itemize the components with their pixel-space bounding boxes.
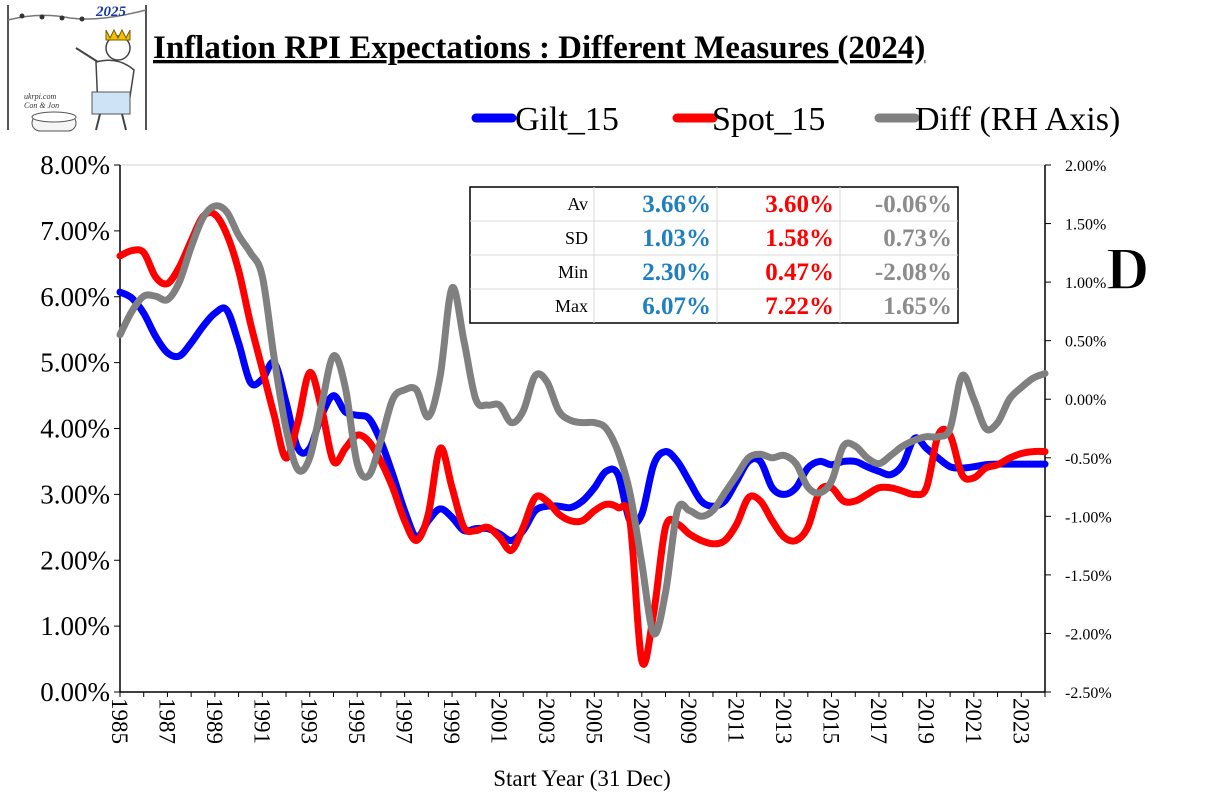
x-tick-label: 2017 xyxy=(866,698,891,744)
stats-row-label: SD xyxy=(565,228,588,248)
right-tick-label: -1.50% xyxy=(1065,568,1112,585)
logo-credit: Con & Jon xyxy=(24,101,59,110)
stats-row-label: Max xyxy=(555,296,588,316)
left-tick-label: 5.00% xyxy=(40,348,110,378)
right-tick-label: 0.50% xyxy=(1065,334,1106,351)
x-tick-label: 2015 xyxy=(819,698,844,744)
right-tick-label: 0.00% xyxy=(1065,392,1106,409)
x-tick-label: 1999 xyxy=(439,698,464,744)
x-tick-label: 1991 xyxy=(249,698,274,744)
series-line-gilt-15 xyxy=(116,288,1049,544)
panel-letter: D xyxy=(1106,236,1149,302)
stats-gilt-value: 2.30% xyxy=(642,259,711,286)
x-tick-label: 1987 xyxy=(154,698,179,744)
left-tick-label: 6.00% xyxy=(40,282,110,312)
stats-diff-value: -0.06% xyxy=(875,191,952,218)
right-tick-label: -2.00% xyxy=(1065,626,1112,643)
stats-gilt-value: 1.03% xyxy=(642,225,711,252)
x-tick-label: 2011 xyxy=(724,698,749,743)
legend-label: Diff (RH Axis) xyxy=(915,101,1120,138)
stats-gilt-value: 6.07% xyxy=(642,293,711,320)
legend-label: Gilt_15 xyxy=(515,101,619,138)
x-tick-label: 2009 xyxy=(676,698,701,744)
right-tick-label: -0.50% xyxy=(1065,451,1112,468)
stats-table: Av 3.66% 3.60% -0.06% SD 1.03% 1.58% 0.73% Min 2.… xyxy=(469,186,959,324)
legend-label: Spot_15 xyxy=(712,101,825,138)
left-tick-label: 8.00% xyxy=(40,150,110,180)
x-tick-label: 1997 xyxy=(392,698,417,744)
x-tick-label: 2003 xyxy=(534,698,559,744)
stats-diff-value: 0.73% xyxy=(883,225,952,252)
stats-spot-value: 3.60% xyxy=(765,191,834,218)
series-line-spot-15 xyxy=(116,209,1049,668)
x-tick-label: 2013 xyxy=(771,698,796,744)
x-tick-label: 1993 xyxy=(297,698,322,744)
x-tick-label: 1985 xyxy=(107,698,132,744)
x-tick-label: 2021 xyxy=(961,698,986,744)
right-tick-label: 1.50% xyxy=(1065,217,1106,234)
left-axis-ticks: 0.00% 1.00% 2.00% 3.00% 4.00% 5.00% 6.00% 7.00%… xyxy=(40,150,120,707)
stats-gilt-value: 3.66% xyxy=(642,191,711,218)
x-tick-label: 2001 xyxy=(486,698,511,744)
right-tick-label: 2.00% xyxy=(1065,158,1106,175)
stats-row-label: Min xyxy=(558,262,588,282)
x-tick-label: 2023 xyxy=(1008,698,1033,744)
right-tick-label: -2.50% xyxy=(1065,685,1112,702)
x-tick-label: 2019 xyxy=(913,698,938,744)
stats-spot-value: 0.47% xyxy=(765,259,834,286)
left-tick-label: 0.00% xyxy=(40,677,110,707)
x-tick-label: 2005 xyxy=(581,698,606,744)
x-axis-label: Start Year (31 Dec) xyxy=(493,766,671,791)
series-line-diff-rh-axis xyxy=(116,202,1049,638)
x-axis-ticks: 1985 1987 1989 1991 1993 1995 1997 1999 2001 2003… xyxy=(107,692,1046,744)
logo-year: 2025 xyxy=(95,4,127,20)
legend: Gilt_15 Spot_15 Diff (RH Axis) xyxy=(471,101,1120,138)
stats-diff-value: 1.65% xyxy=(883,293,952,320)
stats-spot-value: 7.22% xyxy=(765,293,834,320)
chart-title: Inflation RPI Expectations : Different M… xyxy=(153,30,925,66)
right-tick-label: 1.00% xyxy=(1065,275,1106,292)
left-tick-label: 7.00% xyxy=(40,216,110,246)
stats-spot-value: 1.58% xyxy=(765,225,834,252)
stats-row-label: Av xyxy=(567,194,588,214)
left-tick-label: 4.00% xyxy=(40,414,110,444)
logo-site: ukrpi.com xyxy=(24,92,56,101)
left-tick-label: 2.00% xyxy=(40,545,110,575)
x-tick-label: 2007 xyxy=(629,698,654,744)
stats-diff-value: -2.08% xyxy=(875,259,952,286)
left-tick-label: 1.00% xyxy=(40,611,110,641)
logo-cartoon: 2025 ukrpi.com Con & Jon xyxy=(7,4,147,132)
series-layer xyxy=(116,202,1049,668)
right-tick-label: -1.00% xyxy=(1065,509,1112,526)
x-tick-label: 1989 xyxy=(202,698,227,744)
x-tick-label: 1995 xyxy=(344,698,369,744)
right-axis-ticks: -2.50% -2.00% -1.50% -1.00% -0.50% 0.00% 0.50%… xyxy=(1045,158,1112,702)
left-tick-label: 3.00% xyxy=(40,479,110,509)
